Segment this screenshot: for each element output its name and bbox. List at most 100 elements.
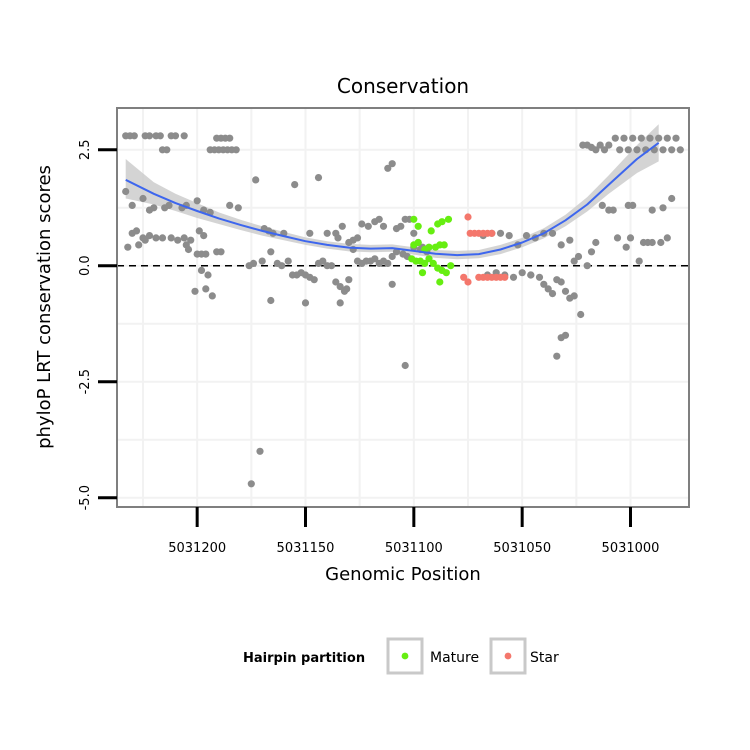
point-other (258, 257, 266, 265)
point-mature (414, 222, 422, 230)
point-other (165, 201, 173, 209)
point-other (139, 194, 147, 203)
point-other (197, 266, 206, 274)
legend: Hairpin partition Mature Star (243, 637, 559, 675)
point-mature (444, 215, 453, 223)
point-other (135, 241, 143, 249)
smooth-curve (125, 141, 660, 257)
point-other (609, 206, 617, 214)
point-mature (442, 269, 450, 277)
point-mature (418, 269, 427, 277)
point-mature (425, 243, 433, 251)
point-other (624, 146, 632, 154)
point-other (180, 234, 188, 242)
point-other (384, 259, 392, 267)
confidence-band (125, 124, 659, 260)
point-other (334, 234, 342, 242)
point-other (518, 269, 526, 277)
point-other (217, 248, 225, 256)
point-other (639, 238, 648, 247)
plot-panel-border (116, 107, 690, 508)
point-other (583, 262, 591, 270)
point-other (193, 197, 201, 205)
point-other (158, 234, 167, 242)
point-other (668, 194, 676, 203)
point-other (191, 287, 199, 295)
y-axis: -5.0 -2.5 0.0 2.5 (78, 139, 117, 510)
point-other (182, 241, 190, 249)
point-mature (436, 278, 444, 286)
point-other (187, 236, 195, 244)
legend-title: Hairpin partition (243, 651, 365, 666)
x-tick-label: 5031000 (602, 541, 660, 556)
point-other (122, 187, 130, 196)
plot-panel (117, 108, 689, 507)
point-other (145, 232, 154, 240)
smooth-line (125, 141, 660, 257)
point-mature (438, 218, 446, 226)
point-other (132, 227, 141, 235)
point-mature (421, 259, 429, 267)
point-other (598, 201, 606, 209)
point-other (323, 229, 331, 237)
legend-label-mature: Mature (430, 650, 479, 666)
point-other (655, 134, 663, 142)
point-other (256, 447, 264, 455)
point-other (600, 146, 609, 154)
point-other (371, 255, 379, 263)
point-other (535, 273, 544, 281)
point-other (592, 146, 600, 154)
point-other (327, 262, 336, 270)
point-other (633, 146, 641, 154)
point-other (544, 285, 552, 293)
point-other (620, 134, 628, 142)
point-other (611, 134, 619, 142)
x-tick-label: 5031050 (493, 541, 551, 556)
point-other (548, 229, 557, 237)
point-mature (447, 262, 455, 270)
point-other (622, 243, 630, 251)
point-other (200, 232, 208, 240)
point-other (668, 146, 676, 154)
point-other (574, 252, 583, 261)
point-other (284, 257, 292, 265)
point-other (626, 234, 635, 242)
point-other (496, 229, 505, 237)
point-other (629, 134, 637, 142)
y-tick-label: 0.0 (78, 255, 93, 276)
point-other (527, 271, 535, 279)
point-other (128, 201, 136, 209)
point-other (388, 160, 396, 168)
point-other (319, 257, 327, 265)
point-mature (427, 227, 435, 235)
legend-label-star: Star (530, 650, 559, 666)
point-other (388, 280, 396, 288)
legend-key-star (489, 637, 527, 675)
point-other (561, 287, 570, 295)
legend-key-mature (386, 637, 424, 675)
point-other (392, 248, 401, 256)
point-other (605, 141, 613, 149)
point-other (570, 292, 578, 300)
legend-dot-mature (401, 652, 409, 660)
point-other (195, 227, 203, 235)
point-other (332, 278, 340, 286)
point-other (561, 331, 570, 339)
point-star (464, 278, 472, 286)
point-other (379, 222, 388, 230)
y-axis-title: phyloP LRT conservation scores (34, 165, 55, 449)
point-other (358, 220, 366, 228)
point-other (548, 290, 557, 298)
point-other (540, 280, 548, 288)
point-other (267, 296, 275, 305)
point-other (314, 174, 323, 182)
point-other (663, 134, 671, 142)
point-other (156, 132, 164, 140)
x-tick-label: 5031150 (277, 541, 335, 556)
point-star (488, 229, 496, 237)
point-other (375, 215, 383, 223)
point-other (629, 201, 637, 209)
point-other (202, 285, 210, 293)
point-mature (410, 215, 418, 223)
